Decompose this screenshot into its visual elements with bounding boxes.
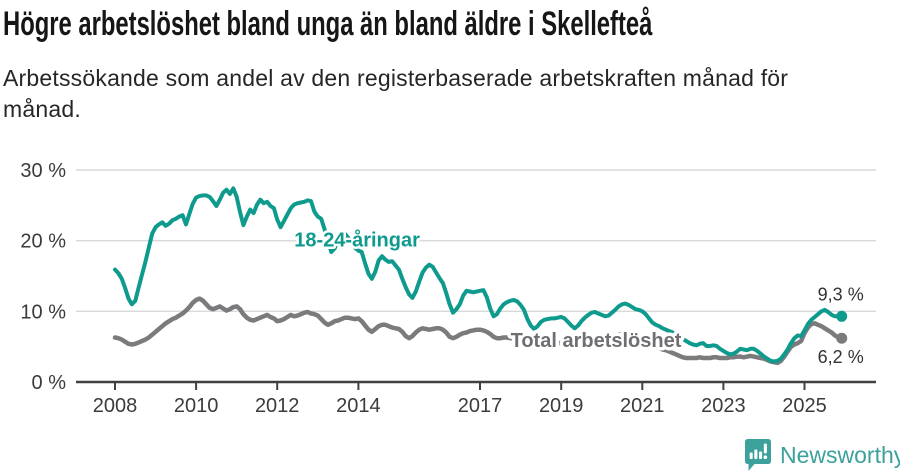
end-dot-total (836, 332, 848, 344)
y-tick-label: 10 % (20, 301, 66, 323)
x-tick-label: 2025 (782, 395, 827, 417)
chart-subtitle: Arbetssökande som andel av den registerb… (3, 63, 788, 125)
x-tick-label: 2010 (174, 395, 219, 417)
y-tick-label: 0 % (32, 372, 67, 394)
end-dot-youth (836, 310, 848, 322)
x-tick-label: 2019 (539, 395, 584, 417)
x-tick-label: 2008 (93, 395, 138, 417)
chart-subtitle-line2: månad. (3, 96, 81, 122)
y-tick-label: 20 % (20, 231, 66, 253)
series-line-total (112, 296, 844, 366)
x-tick-label: 2017 (458, 395, 503, 417)
series-line-youth (113, 186, 844, 364)
y-tick-label: 30 % (20, 160, 66, 182)
x-tick-label: 2012 (255, 395, 300, 417)
chart-subtitle-line1: Arbetssökande som andel av den registerb… (3, 65, 789, 91)
end-value-label-youth: 9,3 % (818, 284, 864, 304)
series-label-total: Total arbetslöshet (511, 330, 682, 352)
x-tick-label: 2023 (701, 395, 746, 417)
newsworthy-logo-icon (744, 438, 772, 472)
brand-footer: Newsworthy (744, 437, 900, 473)
series-label-youth: 18-24-åringar (294, 228, 420, 251)
brand-name: Newsworthy (780, 441, 900, 468)
x-tick-label: 2014 (336, 395, 381, 417)
chart-title: Högre arbetslöshet bland unga än bland ä… (3, 5, 653, 43)
end-value-label-total: 6,2 % (818, 347, 864, 367)
x-tick-label: 2021 (620, 395, 665, 417)
